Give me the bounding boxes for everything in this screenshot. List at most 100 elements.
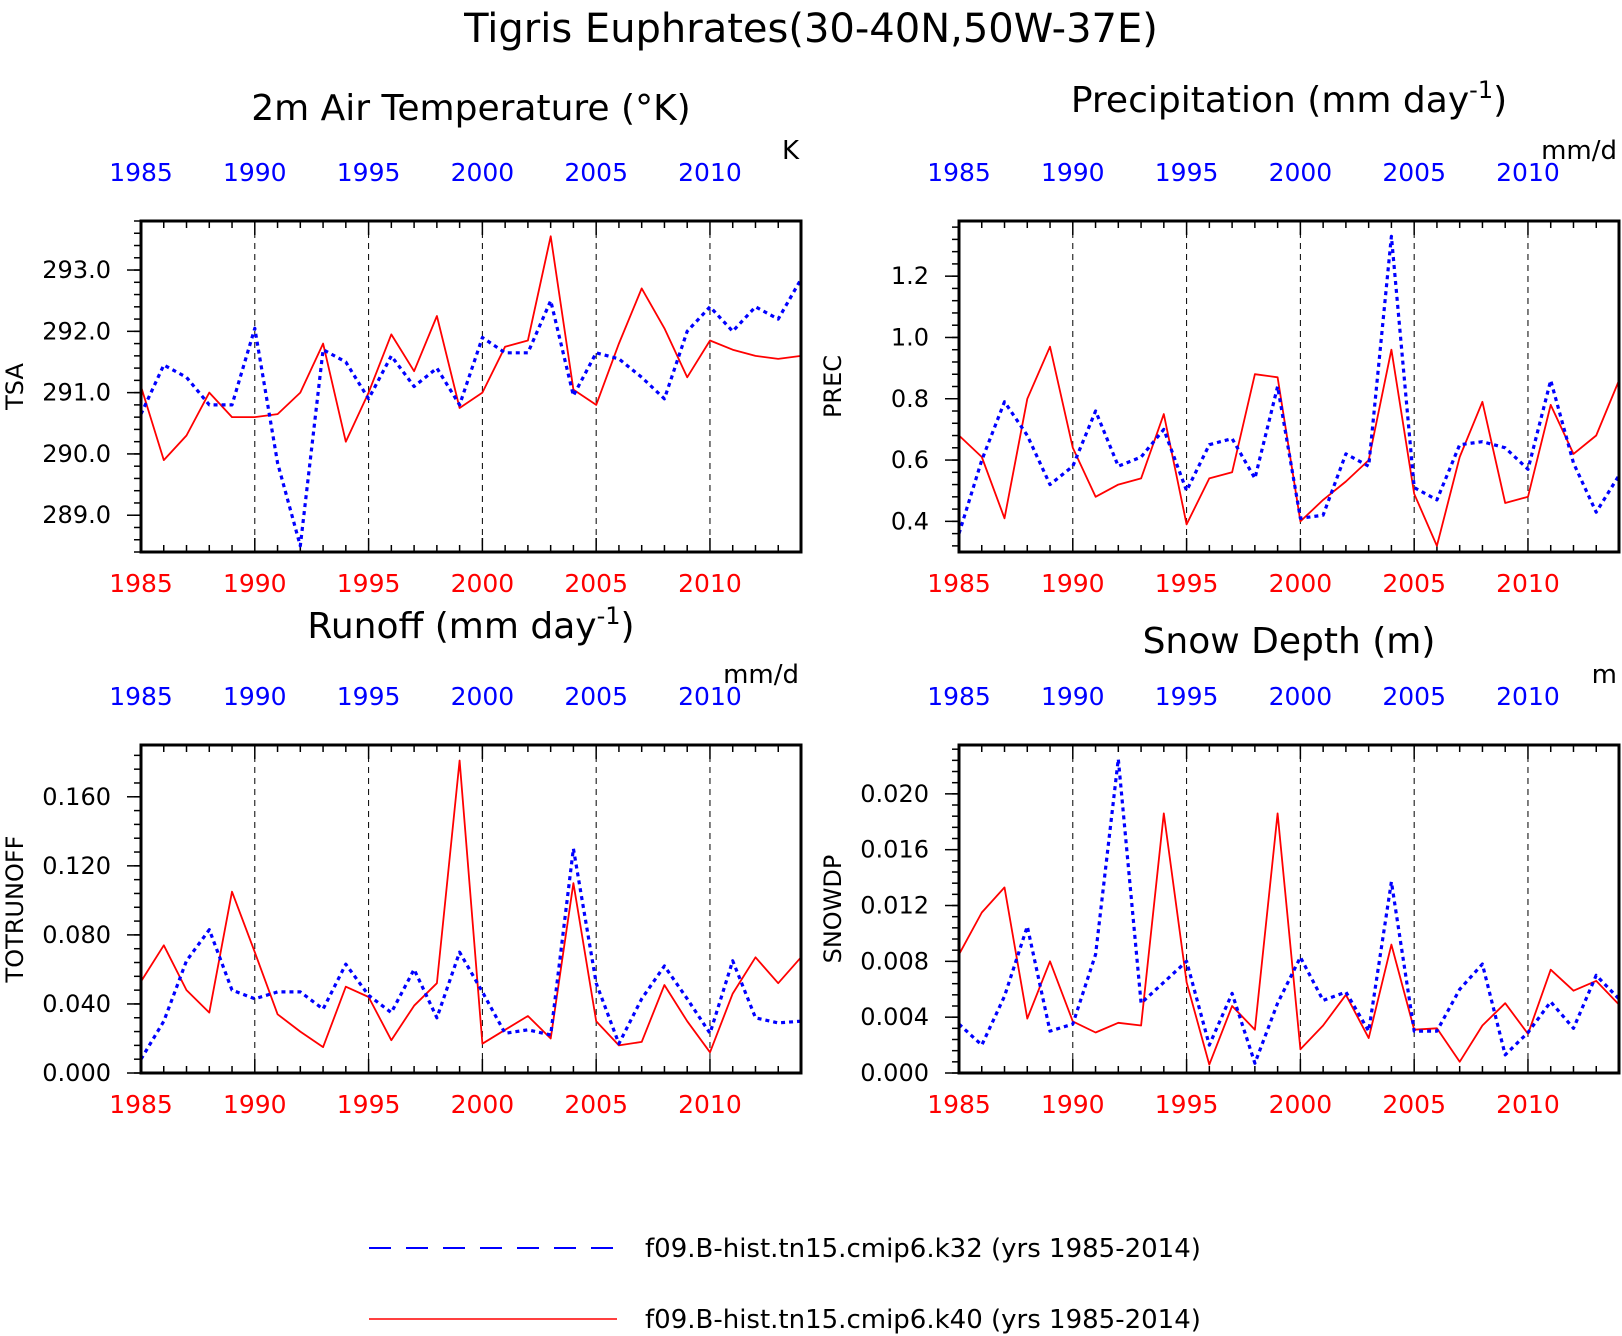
panel-title-text: Runoff (mm day — [307, 606, 596, 647]
x-tick-label-top: 1990 — [223, 158, 287, 187]
x-tick-label-bottom: 1985 — [109, 569, 173, 598]
panel-title-text: 2m Air Temperature (°K) — [251, 88, 690, 129]
x-tick-label-bottom: 2010 — [678, 1090, 742, 1119]
x-tick-label-bottom: 1990 — [1041, 569, 1105, 598]
y-tick-label: 291.0 — [42, 379, 111, 407]
x-tick-label-top: 2005 — [564, 158, 628, 187]
x-tick-label-top: 1985 — [109, 158, 173, 187]
x-tick-label-top: 1985 — [927, 158, 991, 187]
y-tick-label: 0.004 — [860, 1003, 929, 1031]
x-tick-label-top: 1995 — [337, 158, 401, 187]
units-label: mm/d — [1541, 136, 1617, 166]
x-tick-label-top: 2000 — [451, 682, 515, 711]
y-tick-label: 0.040 — [42, 990, 111, 1018]
panel-title-superscript: -1 — [1469, 76, 1493, 104]
series-line-k32 — [957, 757, 1621, 1065]
y-tick-label: 0.020 — [860, 780, 929, 808]
x-tick-label-top: 1990 — [1041, 682, 1105, 711]
x-tick-label-top: 2005 — [1382, 158, 1446, 187]
units-label: K — [782, 136, 800, 166]
x-tick-label-bottom: 1995 — [1155, 569, 1219, 598]
y-tick-label: 1.0 — [891, 323, 929, 351]
y-tick-label: 0.012 — [860, 892, 929, 920]
x-tick-label-bottom: 2010 — [678, 569, 742, 598]
series-line-k40 — [140, 235, 802, 462]
x-tick-label-bottom: 2000 — [451, 1090, 515, 1119]
y-tick-label: 290.0 — [42, 440, 111, 468]
series-line-k40 — [958, 812, 1620, 1066]
chart-panels: 2m Air Temperature (°K) K TSA 289.0 290.0 291… — [1, 76, 1621, 1119]
panel-title-close: ) — [1493, 80, 1507, 121]
x-tick-label-bottom: 2005 — [1382, 569, 1446, 598]
x-tick-label-top: 1990 — [1041, 158, 1105, 187]
panel-title: Precipitation (mm day-1) — [1071, 76, 1507, 121]
y-tick-label: 0.120 — [42, 852, 111, 880]
y-axis-label: TSA — [1, 363, 29, 411]
units-label: m — [1592, 660, 1617, 690]
panel-title: 2m Air Temperature (°K) — [251, 88, 690, 129]
x-tick-label-bottom: 2000 — [451, 569, 515, 598]
y-tick-label: 0.008 — [860, 947, 929, 975]
panel-title-close: ) — [621, 606, 635, 647]
series-line-k40 — [958, 345, 1620, 547]
y-tick-label: 0.000 — [42, 1059, 111, 1087]
y-tick-label: 0.016 — [860, 836, 929, 864]
x-tick-label-top: 2000 — [1269, 158, 1333, 187]
plot-frame — [139, 219, 803, 554]
x-tick-label-top: 1995 — [1155, 682, 1219, 711]
x-tick-label-top: 2000 — [451, 158, 515, 187]
x-tick-label-bottom: 2005 — [1382, 1090, 1446, 1119]
y-tick-label: 0.160 — [42, 783, 111, 811]
panel-title: Runoff (mm day-1) — [307, 602, 634, 647]
chart-panel: 2m Air Temperature (°K) K TSA 289.0 290.0 291… — [1, 88, 803, 598]
plot-frame — [957, 743, 1621, 1075]
chart-panel: Precipitation (mm day-1) mm/d PREC 0.4 0.6 0.… — [819, 76, 1621, 598]
x-tick-label-bottom: 2005 — [564, 1090, 628, 1119]
x-tick-label-top: 2005 — [1382, 682, 1446, 711]
x-tick-label-bottom: 2010 — [1496, 569, 1560, 598]
y-tick-label: 0.8 — [891, 385, 929, 413]
chart-panel: Runoff (mm day-1) mm/d TOTRUNOFF 0.000 0.040… — [1, 602, 803, 1119]
series-line-k32 — [139, 278, 803, 548]
x-tick-label-top: 2010 — [678, 158, 742, 187]
x-tick-label-bottom: 1990 — [223, 569, 287, 598]
x-tick-label-top: 1985 — [109, 682, 173, 711]
x-tick-label-bottom: 1985 — [927, 1090, 991, 1119]
y-tick-label: 0.6 — [891, 446, 929, 474]
y-axis-label: SNOWDP — [819, 855, 847, 964]
x-tick-label-top: 2000 — [1269, 682, 1333, 711]
x-tick-label-top: 2010 — [1496, 158, 1560, 187]
x-tick-label-bottom: 1995 — [337, 569, 401, 598]
plot-frame — [957, 219, 1621, 554]
x-tick-label-top: 2005 — [564, 682, 628, 711]
x-tick-label-bottom: 2010 — [1496, 1090, 1560, 1119]
y-tick-label: 293.0 — [42, 256, 111, 284]
x-tick-label-bottom: 1990 — [1041, 1090, 1105, 1119]
x-tick-label-top: 1995 — [337, 682, 401, 711]
panel-title-text: Precipitation (mm day — [1071, 80, 1469, 121]
y-tick-label: 0.4 — [891, 507, 929, 535]
y-axis-label: TOTRUNOFF — [1, 836, 29, 984]
x-tick-label-top: 2010 — [1496, 682, 1560, 711]
x-tick-label-top: 1995 — [1155, 158, 1219, 187]
series-line-k40 — [140, 759, 802, 1054]
chart-panel: Snow Depth (m) m SNOWDP 0.000 0.004 0.008 0.01… — [819, 621, 1621, 1119]
x-tick-label-bottom: 2000 — [1269, 1090, 1333, 1119]
y-tick-label: 0.000 — [860, 1059, 929, 1087]
panel-title-superscript: -1 — [597, 602, 621, 630]
x-tick-label-bottom: 1985 — [109, 1090, 173, 1119]
x-tick-label-bottom: 1995 — [1155, 1090, 1219, 1119]
figure-title: Tigris Euphrates(30-40N,50W-37E) — [463, 6, 1158, 52]
panel-title-text: Snow Depth (m) — [1143, 621, 1436, 662]
legend-label: f09.B-hist.tn15.cmip6.k40 (yrs 1985-2014… — [645, 1305, 1201, 1335]
plot-frame — [139, 743, 803, 1075]
y-axis-label: PREC — [819, 355, 847, 418]
y-tick-label: 292.0 — [42, 317, 111, 345]
x-tick-label-top: 1990 — [223, 682, 287, 711]
y-tick-label: 0.080 — [42, 921, 111, 949]
x-tick-label-bottom: 1985 — [927, 569, 991, 598]
legend: f09.B-hist.tn15.cmip6.k32 (yrs 1985-2014… — [369, 1234, 1201, 1335]
x-tick-label-top: 1985 — [927, 682, 991, 711]
x-tick-label-bottom: 1995 — [337, 1090, 401, 1119]
